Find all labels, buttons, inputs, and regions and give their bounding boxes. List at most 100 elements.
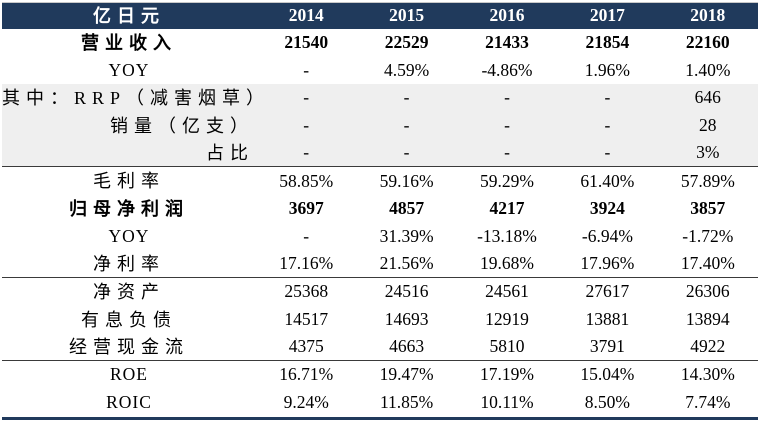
- value-cell: 22160: [685, 32, 730, 53]
- value-cell: 16.71%: [279, 364, 334, 385]
- value-cell: 3924: [589, 198, 625, 219]
- value-cell: -: [303, 142, 310, 163]
- table-row: 有息负债 14517 14693 12919 13881 13894: [2, 306, 758, 334]
- value-cell: 22529: [384, 32, 429, 53]
- value-cell: -: [403, 115, 410, 136]
- table-row: 毛利率 58.85% 59.16% 59.29% 61.40% 57.89%: [2, 167, 758, 195]
- value-cell: 21854: [585, 32, 630, 53]
- value-cell: 3697: [288, 198, 324, 219]
- table-row: 营业收入 21540 22529 21433 21854 22160: [2, 29, 758, 57]
- value-cell: 21433: [485, 32, 529, 53]
- value-cell: 9.24%: [283, 392, 329, 413]
- value-cell: 4.59%: [383, 59, 430, 80]
- table-row: ROIC 9.24% 11.85% 10.11% 8.50% 7.74%: [2, 389, 758, 417]
- value-cell: -: [604, 142, 611, 163]
- value-cell: -: [303, 115, 310, 136]
- value-cell: 25368: [284, 281, 329, 302]
- table-header-row: 亿日元 2014 2015 2016 2017 2018: [2, 2, 758, 29]
- value-cell: 24516: [384, 281, 429, 302]
- value-cell: 19.47%: [379, 364, 434, 385]
- table-row: 净资产 25368 24516 24561 27617 26306: [2, 278, 758, 306]
- value-cell: 14517: [284, 308, 329, 329]
- value-cell: 11.85%: [379, 392, 434, 413]
- year-column-header-2015: 2015: [389, 5, 425, 26]
- value-cell: 57.89%: [680, 170, 735, 191]
- row-label: ROE: [110, 364, 148, 385]
- value-cell: -1.72%: [682, 225, 734, 246]
- value-cell: 21540: [284, 32, 329, 53]
- value-cell: -13.18%: [477, 225, 537, 246]
- table-row: 销量（亿支） - - - - 28: [2, 112, 758, 140]
- row-label: 净资产: [93, 282, 165, 303]
- row-label: 经营现金流: [69, 336, 189, 357]
- value-cell: 58.85%: [279, 170, 334, 191]
- value-cell: 13881: [585, 308, 630, 329]
- value-cell: 4217: [489, 198, 525, 219]
- table-row: 其中：RRP（减害烟草） - - - - 646: [2, 84, 758, 113]
- value-cell: 31.39%: [379, 225, 434, 246]
- year-column-header-2017: 2017: [589, 5, 625, 26]
- value-cell: 14693: [384, 308, 429, 329]
- value-cell: 10.11%: [480, 392, 534, 413]
- value-cell: 4922: [690, 336, 726, 357]
- year-column-header-2014: 2014: [288, 5, 324, 26]
- value-cell: -: [604, 115, 611, 136]
- value-cell: -: [504, 142, 510, 163]
- value-cell: 4857: [389, 198, 425, 219]
- value-cell: 59.29%: [480, 170, 534, 191]
- row-label: 销量（亿支）: [110, 115, 254, 136]
- value-cell: 59.16%: [379, 170, 434, 191]
- value-cell: 27617: [585, 281, 630, 302]
- table-row: ROE 16.71% 19.47% 17.19% 15.04% 14.30%: [2, 361, 758, 389]
- table-row: 占比 - - - - 3%: [2, 139, 758, 168]
- value-cell: -: [303, 87, 310, 108]
- row-label: 有息负债: [81, 309, 177, 330]
- value-cell: 4375: [288, 336, 324, 357]
- row-label: YOY: [108, 225, 150, 246]
- value-cell: -6.94%: [581, 225, 633, 246]
- value-cell: 26306: [685, 281, 730, 302]
- value-cell: -: [403, 87, 410, 108]
- table-row: YOY - 31.39% -13.18% -6.94% -1.72%: [2, 223, 758, 251]
- value-cell: -: [303, 59, 310, 80]
- year-column-header-2016: 2016: [489, 5, 525, 26]
- value-cell: 12919: [485, 308, 529, 329]
- table-row: 净利率 17.16% 21.56% 19.68% 17.96% 17.40%: [2, 251, 758, 279]
- year-column-header-2018: 2018: [690, 5, 726, 26]
- value-cell: 1.40%: [685, 59, 731, 80]
- row-label: 营业收入: [81, 32, 177, 53]
- value-cell: 7.74%: [685, 392, 731, 413]
- value-cell: 24561: [485, 281, 529, 302]
- row-label: 占比: [206, 143, 254, 164]
- value-cell: 13894: [685, 308, 730, 329]
- value-cell: 3791: [589, 336, 625, 357]
- row-label: 净利率: [93, 253, 165, 274]
- value-cell: 17.40%: [680, 253, 735, 274]
- table-row: 归母净利润 3697 4857 4217 3924 3857: [2, 195, 758, 223]
- value-cell: 17.16%: [279, 253, 334, 274]
- row-label: YOY: [108, 59, 150, 80]
- table-bottom-border: [2, 417, 758, 420]
- value-cell: -4.86%: [481, 59, 533, 80]
- value-cell: 21.56%: [379, 253, 434, 274]
- row-label: 其中：RRP（减害烟草）: [2, 88, 271, 109]
- value-cell: 4663: [389, 336, 425, 357]
- value-cell: 1.96%: [584, 59, 630, 80]
- value-cell: 8.50%: [584, 392, 630, 413]
- table-row: 经营现金流 4375 4663 5810 3791 4922: [2, 334, 758, 362]
- value-cell: -: [303, 225, 310, 246]
- value-cell: -: [504, 87, 510, 108]
- row-label: ROIC: [106, 392, 152, 413]
- row-label: 毛利率: [93, 171, 165, 192]
- value-cell: 14.30%: [680, 364, 735, 385]
- unit-header-cell: 亿日元: [93, 6, 165, 26]
- value-cell: 3857: [690, 198, 726, 219]
- value-cell: -: [403, 142, 410, 163]
- value-cell: 5810: [489, 336, 525, 357]
- table-row: YOY - 4.59% -4.86% 1.96% 1.40%: [2, 57, 758, 85]
- value-cell: 19.68%: [480, 253, 534, 274]
- row-label: 归母净利润: [69, 198, 189, 219]
- table-body: 营业收入 21540 22529 21433 21854 22160 YOY -4.59% -4…: [2, 29, 758, 417]
- value-cell: 15.04%: [580, 364, 635, 385]
